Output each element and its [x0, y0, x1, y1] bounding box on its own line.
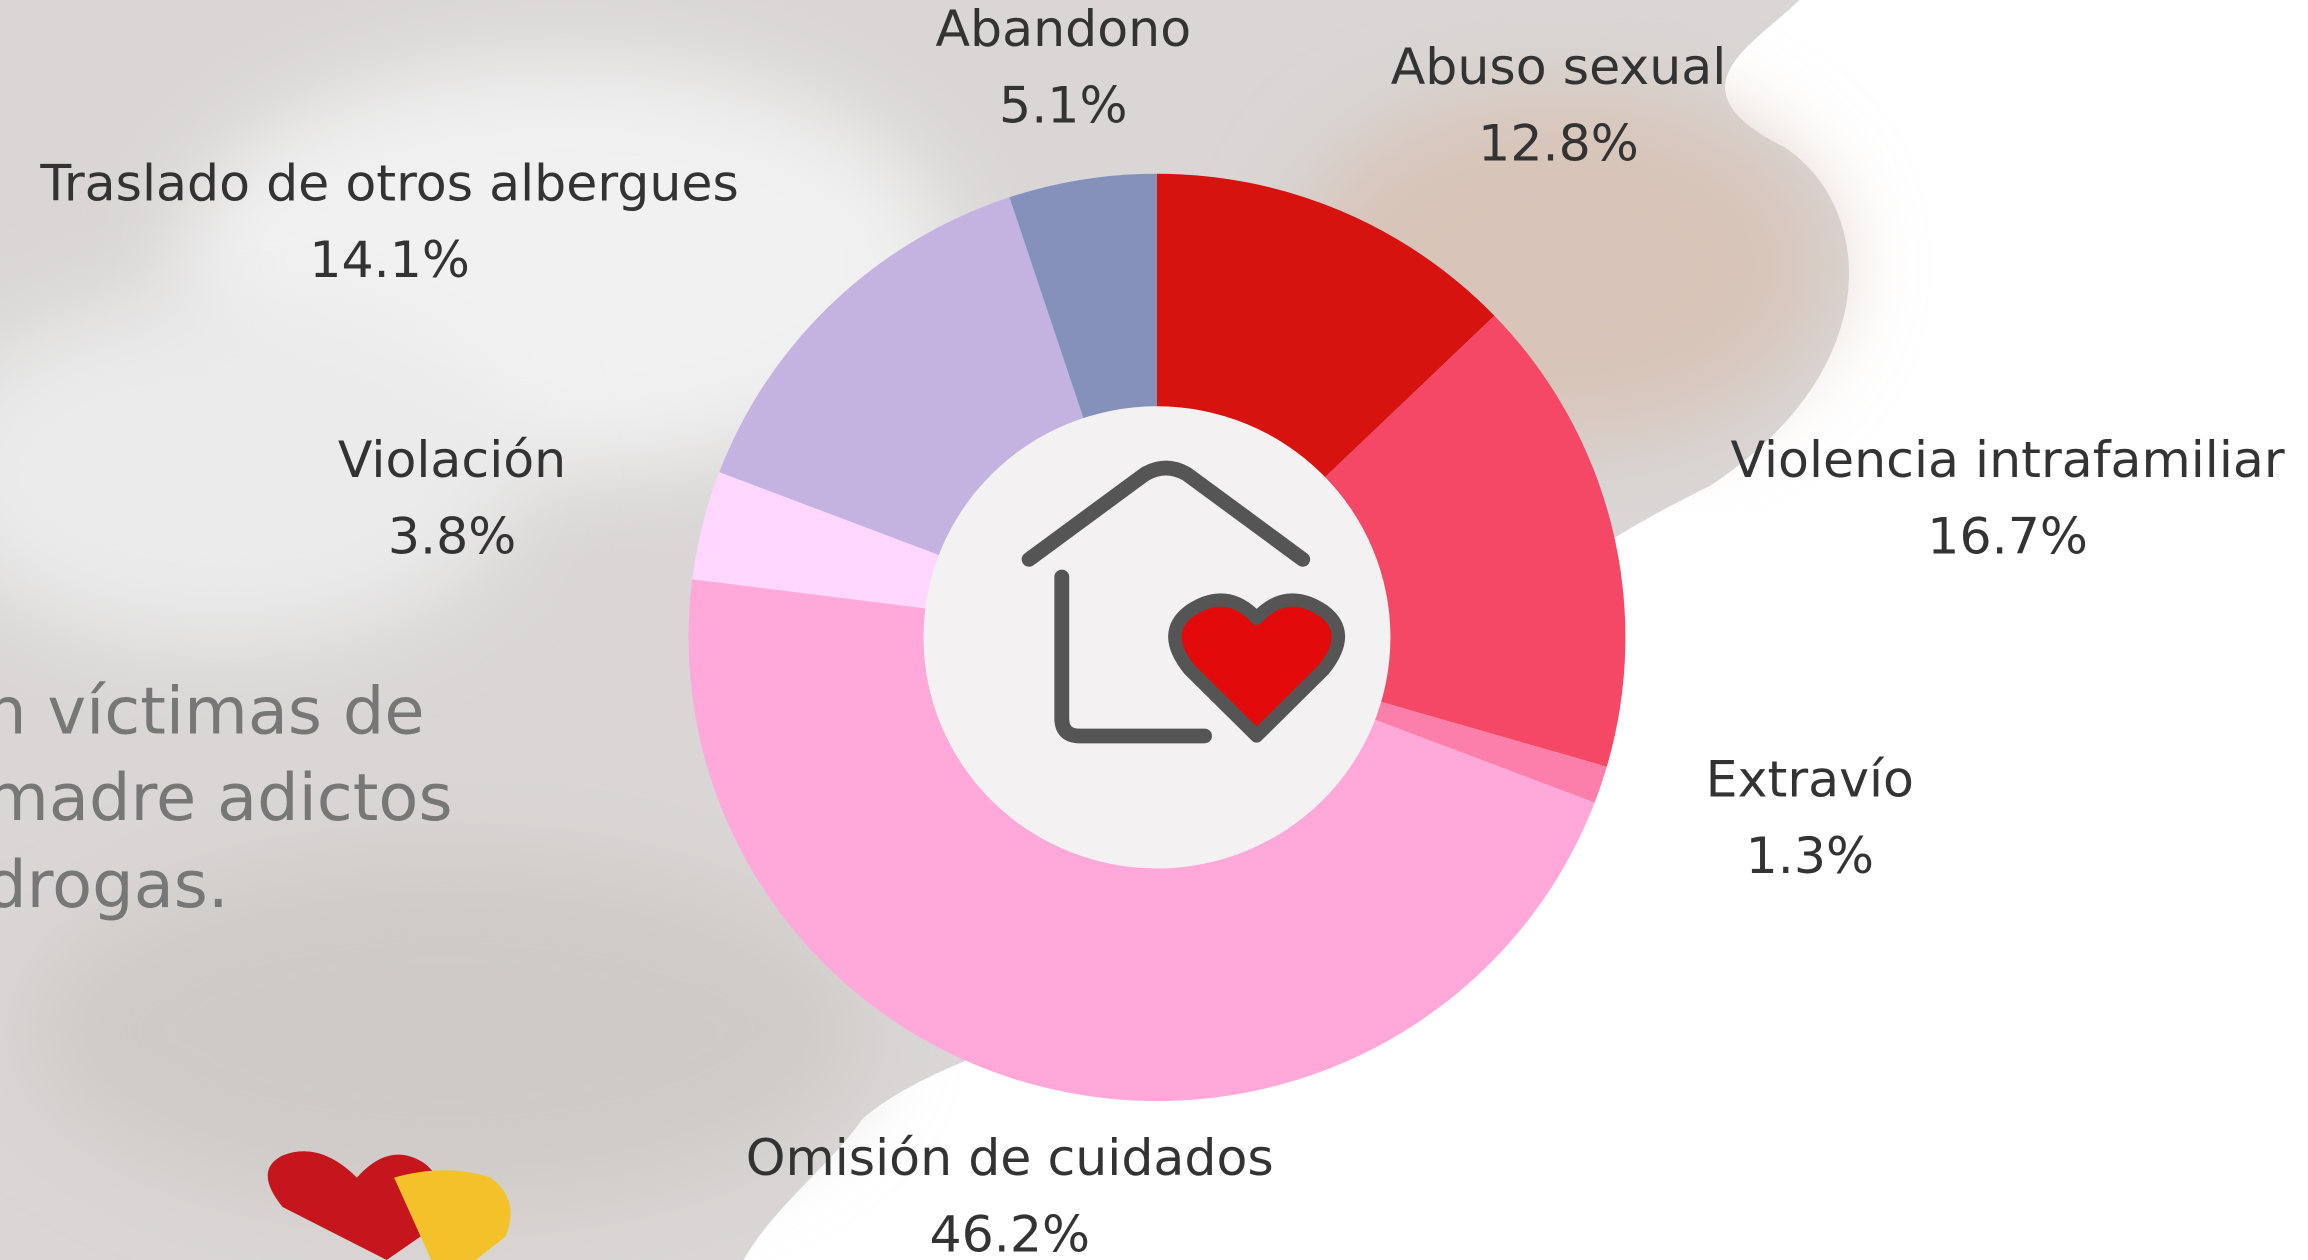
slice-value-label: 12.8% — [1478, 114, 1639, 173]
slice-label: Omisión de cuidados — [746, 1128, 1274, 1187]
slice-value-label: 46.2% — [929, 1205, 1090, 1260]
page: Abuso sexual 12.8% Violencia intrafamiliar… — [0, 0, 2308, 1260]
annotation: n víctimas de — [0, 675, 425, 750]
annotation: madre adictos — [0, 761, 453, 836]
slice-label: Traslado de otros albergues — [39, 154, 738, 213]
slice-label: Violencia intrafamiliar — [1731, 430, 2285, 489]
slice-value-label: 16.7% — [1927, 507, 2088, 566]
annotation: drogas. — [0, 848, 229, 923]
slice-label: Extravío — [1706, 750, 1914, 809]
slice-value-label: 3.8% — [388, 507, 516, 566]
slice-value-label: 5.1% — [999, 76, 1127, 135]
slice-label: Abuso sexual — [1391, 37, 1727, 96]
slice-value-label: 14.1% — [309, 230, 470, 289]
slice-label: Violación — [338, 430, 566, 489]
slice-label: Abandono — [935, 0, 1191, 58]
slice-value-label: 1.3% — [1746, 826, 1874, 885]
